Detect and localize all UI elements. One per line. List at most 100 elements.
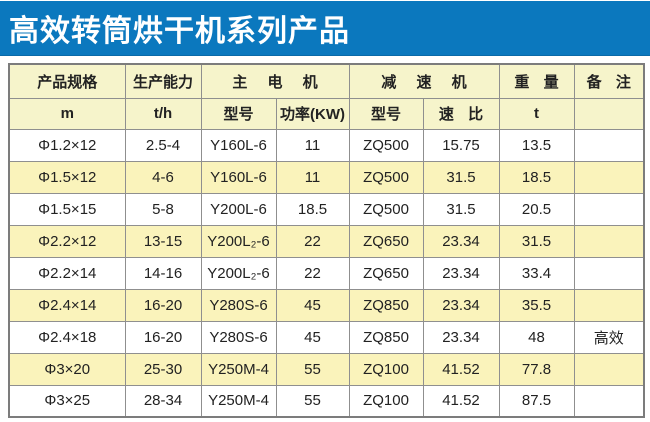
col-header-capacity: 生产能力 (124, 63, 202, 99)
table-cell: 45 (275, 288, 350, 322)
header-row-units: m t/h 型号 功率(KW) 型号 速 比 t (8, 97, 645, 130)
table-cell: 23.34 (422, 224, 500, 258)
col-subheader-remark (573, 97, 645, 130)
table-cell: 4-6 (124, 160, 202, 194)
col-header-remark: 备 注 (573, 63, 645, 99)
table-cell: Y250M-4 (200, 384, 277, 418)
table-cell: 18.5 (498, 160, 575, 194)
table-cell: 11 (275, 128, 350, 162)
table-cell: 41.52 (422, 384, 500, 418)
table-cell: Φ2.4×18 (8, 320, 126, 354)
table-row: Φ2.4×18 16-20 Y280S-6 45 ZQ850 23.34 48 高效 (8, 320, 645, 354)
table-cell (573, 224, 645, 258)
table-cell: ZQ650 (348, 256, 424, 290)
table-cell: 55 (275, 384, 350, 418)
col-header-main-motor: 主 电 机 (200, 63, 350, 99)
table-cell: 31.5 (498, 224, 575, 258)
table-cell: ZQ500 (348, 128, 424, 162)
table-row: Φ3×20 25-30 Y250M-4 55 ZQ100 41.52 77.8 (8, 352, 645, 386)
table-row: Φ1.5×12 4-6 Y160L-6 11 ZQ500 31.5 18.5 (8, 160, 645, 194)
table-row: Φ1.2×12 2.5-4 Y160L-6 11 ZQ500 15.75 13.5 (8, 128, 645, 162)
col-header-weight: 重 量 (498, 63, 575, 99)
table-cell: ZQ500 (348, 160, 424, 194)
table-cell: Φ1.2×12 (8, 128, 126, 162)
table-cell: 87.5 (498, 384, 575, 418)
table-cell: 高效 (573, 320, 645, 354)
table-row: Φ2.4×14 16-20 Y280S-6 45 ZQ850 23.34 35.5 (8, 288, 645, 322)
table-cell: 25-30 (124, 352, 202, 386)
table-cell: 55 (275, 352, 350, 386)
table-cell: Φ3×20 (8, 352, 126, 386)
table-row: Φ1.5×15 5-8 Y200L-6 18.5 ZQ500 31.5 20.5 (8, 192, 645, 226)
table-cell: Y250M-4 (200, 352, 277, 386)
col-subheader-weight-unit: t (498, 97, 575, 130)
table-cell: ZQ850 (348, 320, 424, 354)
table-cell (573, 256, 645, 290)
table-cell: 15.75 (422, 128, 500, 162)
table-cell: ZQ100 (348, 384, 424, 418)
table-cell: 14-16 (124, 256, 202, 290)
page-title: 高效转筒烘干机系列产品 (9, 15, 350, 48)
table-cell: 77.8 (498, 352, 575, 386)
table-cell: 31.5 (422, 192, 500, 226)
table-cell: 13-15 (124, 224, 202, 258)
table-cell (573, 384, 645, 418)
header-row-groups: 产品规格 生产能力 主 电 机 减 速 机 重 量 备 注 (8, 63, 645, 99)
table-cell: 18.5 (275, 192, 350, 226)
table-cell: 31.5 (422, 160, 500, 194)
table-cell: 23.34 (422, 288, 500, 322)
table-cell: ZQ500 (348, 192, 424, 226)
table-cell (573, 160, 645, 194)
table-cell: 23.34 (422, 256, 500, 290)
table-cell: Φ1.5×12 (8, 160, 126, 194)
table-cell (573, 352, 645, 386)
table-cell: 22 (275, 224, 350, 258)
table-row: Φ2.2×12 13-15 Y200L₂-6 22 ZQ650 23.34 31.5 (8, 224, 645, 258)
table-cell: Φ1.5×15 (8, 192, 126, 226)
table-cell: Φ2.2×12 (8, 224, 126, 258)
table-cell: 41.52 (422, 352, 500, 386)
col-subheader-motor-model: 型号 (200, 97, 277, 130)
col-subheader-speed-ratio: 速 比 (422, 97, 500, 130)
spec-table: 产品规格 生产能力 主 电 机 减 速 机 重 量 备 注 m t/h 型号 功… (8, 63, 645, 418)
table-cell: 5-8 (124, 192, 202, 226)
table-cell: Φ2.2×14 (8, 256, 126, 290)
col-header-reducer: 减 速 机 (348, 63, 500, 99)
table-cell (573, 128, 645, 162)
col-subheader-spec-unit: m (8, 97, 126, 130)
table-cell: 13.5 (498, 128, 575, 162)
table-cell: Y280S-6 (200, 320, 277, 354)
table-cell: ZQ650 (348, 224, 424, 258)
table-cell: Y200L₂-6 (200, 256, 277, 290)
table-cell: Y280S-6 (200, 288, 277, 322)
title-banner: 高效转筒烘干机系列产品 (0, 1, 650, 56)
col-subheader-capacity-unit: t/h (124, 97, 202, 130)
table-cell: Y200L₂-6 (200, 224, 277, 258)
table-cell: ZQ850 (348, 288, 424, 322)
table-row: Φ2.2×14 14-16 Y200L₂-6 22 ZQ650 23.34 33.4 (8, 256, 645, 290)
table-cell: 35.5 (498, 288, 575, 322)
table-cell: 16-20 (124, 320, 202, 354)
col-subheader-motor-power: 功率(KW) (275, 97, 350, 130)
table-cell: 2.5-4 (124, 128, 202, 162)
table-cell: 16-20 (124, 288, 202, 322)
col-subheader-reducer-model: 型号 (348, 97, 424, 130)
col-header-spec: 产品规格 (8, 63, 126, 99)
table-cell: ZQ100 (348, 352, 424, 386)
table-cell: 20.5 (498, 192, 575, 226)
table-cell: Φ3×25 (8, 384, 126, 418)
table-cell: 11 (275, 160, 350, 194)
table-body: Φ1.2×12 2.5-4 Y160L-6 11 ZQ500 15.75 13.5 Φ1.5×… (8, 128, 645, 418)
table-cell: 45 (275, 320, 350, 354)
table-cell: 28-34 (124, 384, 202, 418)
table-cell (573, 288, 645, 322)
table-cell: 22 (275, 256, 350, 290)
table-cell: Y160L-6 (200, 160, 277, 194)
table-cell: 48 (498, 320, 575, 354)
table-cell: 23.34 (422, 320, 500, 354)
table-cell (573, 192, 645, 226)
table-cell: Y200L-6 (200, 192, 277, 226)
table-cell: 33.4 (498, 256, 575, 290)
table-row: Φ3×25 28-34 Y250M-4 55 ZQ100 41.52 87.5 (8, 384, 645, 418)
